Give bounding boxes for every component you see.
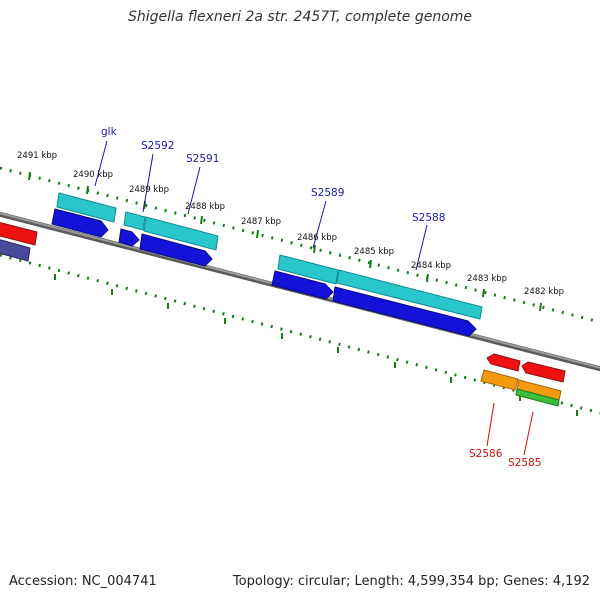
ruler-label: 2487 kbp [241, 217, 281, 227]
leader-s2591 [187, 166, 201, 215]
gene-s2586-orange [480, 369, 519, 391]
leader-lines [94, 140, 534, 456]
ruler-label: 2488 kbp [185, 202, 225, 212]
gene-label-s2588: S2588 [412, 212, 445, 224]
ruler-label: 2482 kbp [524, 287, 564, 297]
major-tick [256, 229, 259, 239]
major-tick [369, 259, 372, 269]
ruler-label: 2486 kbp [297, 233, 337, 243]
partial-red-left [0, 221, 38, 246]
ruler-label: 2484 kbp [411, 261, 451, 271]
leader-glk [94, 140, 108, 187]
leader-s2589 [312, 200, 327, 249]
map-title: Shigella flexneri 2a str. 2457T, complet… [127, 9, 473, 25]
cds-s2592 [118, 228, 140, 247]
major-tick [313, 244, 316, 254]
gene-s2585-green [515, 388, 560, 407]
outer-tick-band [0, 166, 600, 324]
gene-s2586-red [486, 353, 521, 372]
gene-label-s2589: S2589 [311, 187, 344, 199]
major-tick [426, 273, 429, 283]
leader-s2585 [523, 411, 534, 456]
ruler-label: 2485 kbp [354, 247, 394, 257]
gene-label-s2591: S2591 [186, 153, 219, 165]
ruler-label: 2483 kbp [467, 274, 507, 284]
major-tick [200, 215, 203, 225]
major-tick [482, 288, 485, 298]
gene-s2592-cyan [123, 211, 146, 231]
reverse-genes [480, 353, 566, 407]
gene-label-s2592: S2592 [141, 140, 174, 152]
cds-s2589 [271, 270, 334, 300]
gene-s2591-cyan [143, 216, 219, 251]
gene-label-s2585: S2585 [508, 457, 541, 469]
forward-cds [51, 208, 477, 337]
inner-tick-band [0, 253, 600, 415]
gene-s2585-red [521, 361, 566, 383]
cds-s2591 [139, 233, 213, 267]
major-tick [28, 171, 31, 181]
accession-label: Accession: NC_004741 [9, 574, 157, 589]
genome-summary: Topology: circular; Length: 4,599,354 bp… [232, 574, 590, 589]
leader-s2588 [415, 224, 428, 271]
leader-s2586 [486, 402, 495, 447]
major-tick [539, 302, 542, 312]
gene-s2589-cyan [277, 254, 339, 285]
leader-s2592 [142, 153, 154, 213]
cds-s2588 [332, 286, 477, 337]
ruler-label: 2490 kbp [73, 170, 113, 180]
gene-s2588-cyan [336, 269, 483, 320]
ruler-label: 2489 kbp [129, 185, 169, 195]
gene-label-glk: glk [101, 126, 118, 138]
forward-genes [56, 192, 483, 320]
gene-label-s2586: S2586 [469, 448, 503, 460]
gene-glk-cyan [56, 192, 117, 223]
major-tick [86, 185, 89, 195]
ruler-label: 2491 kbp [17, 151, 57, 161]
partial-purple-left [0, 239, 31, 262]
cds-glk [51, 208, 109, 238]
